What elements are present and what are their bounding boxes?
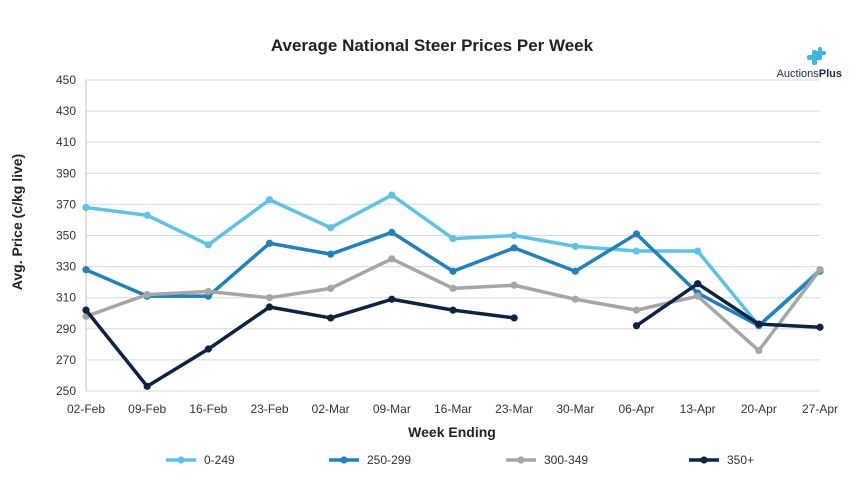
legend-marker — [340, 456, 348, 464]
data-point — [632, 247, 641, 255]
data-point — [449, 306, 457, 314]
x-tick-label: 20-Apr — [741, 402, 777, 416]
auctionsplus-logo-mark — [807, 47, 826, 65]
x-tick-label: 16-Feb — [189, 402, 227, 416]
data-point — [449, 267, 457, 275]
x-tick-label: 09-Mar — [373, 402, 411, 416]
y-tick-label: 410 — [56, 135, 76, 149]
data-point — [388, 255, 396, 263]
data-point — [449, 284, 457, 292]
y-tick-label: 390 — [56, 166, 76, 180]
data-point — [816, 266, 824, 274]
series-line — [84, 297, 516, 389]
data-point — [510, 281, 518, 289]
y-tick-label: 350 — [56, 229, 76, 243]
x-tick-label: 02-Mar — [312, 402, 350, 416]
data-point — [82, 266, 90, 274]
data-point — [82, 203, 90, 212]
data-point — [632, 306, 641, 314]
legend: 0-249 250-299 300-349 350+ — [166, 453, 754, 467]
data-point — [388, 191, 396, 199]
x-tick-label: 16-Mar — [434, 402, 472, 416]
y-tick-label: 450 — [56, 73, 76, 87]
data-point — [632, 230, 641, 238]
data-point — [327, 224, 335, 232]
x-axis-ticks: 02-Feb 09-Feb 16-Feb 23-Feb 02-Mar 09-Mar 16-M… — [67, 402, 838, 416]
y-tick-label: 290 — [56, 322, 76, 336]
y-tick-label: 310 — [56, 291, 76, 305]
data-point — [204, 287, 212, 296]
data-point — [265, 294, 274, 302]
series-300-349 — [82, 255, 824, 355]
data-point — [694, 280, 702, 288]
legend-marker — [700, 456, 708, 464]
x-tick-label: 23-Feb — [250, 402, 288, 416]
data-point — [571, 242, 579, 250]
data-point — [265, 303, 274, 311]
data-point — [510, 231, 518, 240]
data-point — [327, 250, 335, 258]
y-tick-label: 370 — [56, 197, 76, 211]
chart-title: Average National Steer Prices Per Week — [271, 36, 594, 55]
data-point — [632, 322, 641, 330]
legend-marker — [177, 456, 185, 464]
y-axis-label: Avg. Price (c/kg live) — [9, 154, 25, 290]
data-point — [388, 228, 396, 236]
legend-marker — [517, 456, 525, 464]
data-point — [327, 284, 335, 292]
legend-label: 0-249 — [204, 453, 235, 467]
data-point — [571, 267, 579, 275]
legend-label: 250-299 — [367, 453, 411, 467]
data-point — [204, 345, 212, 353]
data-point — [204, 241, 212, 249]
data-point — [143, 211, 151, 219]
y-tick-label: 430 — [56, 104, 76, 118]
x-tick-label: 23-Mar — [495, 402, 533, 416]
data-point — [143, 382, 151, 390]
series-350+ — [82, 280, 824, 390]
x-tick-label: 13-Apr — [680, 402, 716, 416]
series-250-299 — [82, 228, 824, 330]
data-point — [265, 196, 274, 204]
y-axis-ticks: 250 270 290 310 330 350 370 390 410 430 450 — [56, 73, 76, 398]
data-point — [449, 235, 457, 243]
legend-label: 350+ — [727, 453, 754, 467]
data-point — [694, 292, 702, 300]
data-point — [388, 295, 396, 303]
data-point — [816, 323, 824, 331]
auctionsplus-logo-text: AuctionsPlus — [777, 68, 842, 80]
grid — [85, 79, 820, 392]
x-tick-label: 09-Feb — [128, 402, 166, 416]
series-group — [82, 191, 824, 390]
x-tick-label: 27-Apr — [802, 402, 838, 416]
auctionsplus-logo: AuctionsPlus — [777, 47, 842, 80]
data-point — [571, 295, 579, 303]
y-tick-label: 270 — [56, 353, 76, 367]
x-tick-label: 30-Mar — [556, 402, 594, 416]
data-point — [327, 314, 335, 322]
data-point — [510, 314, 518, 322]
legend-label: 300-349 — [544, 453, 588, 467]
data-point — [82, 306, 90, 314]
x-axis-label: Week Ending — [408, 424, 496, 440]
y-tick-label: 330 — [56, 260, 76, 274]
x-tick-label: 02-Feb — [67, 402, 105, 416]
y-tick-label: 250 — [56, 384, 76, 398]
x-tick-label: 06-Apr — [618, 402, 654, 416]
data-point — [265, 239, 274, 247]
data-point — [755, 346, 763, 355]
data-point — [143, 290, 151, 299]
data-point — [694, 247, 702, 255]
data-point — [755, 320, 763, 328]
data-point — [510, 244, 518, 252]
series-line — [634, 281, 822, 329]
